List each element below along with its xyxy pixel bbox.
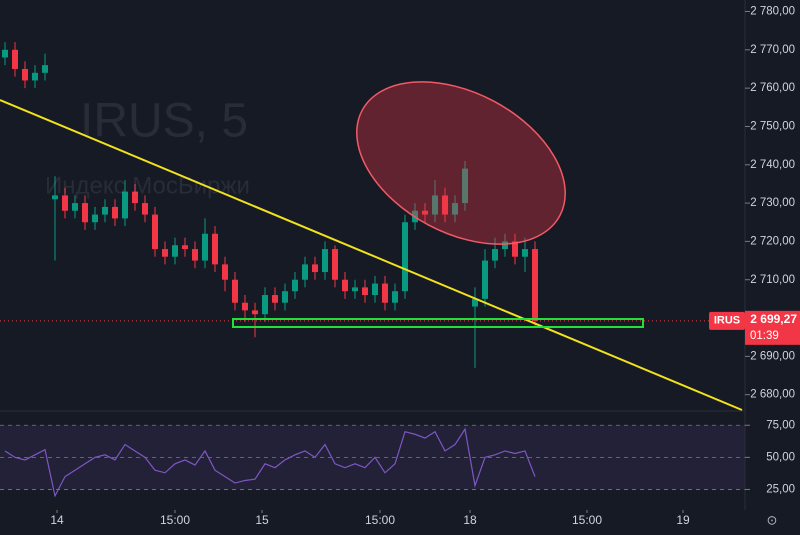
candle-body xyxy=(62,195,68,211)
candle-body xyxy=(502,241,508,250)
settings-icon[interactable]: ⊙ xyxy=(767,512,778,527)
highlight-ellipse xyxy=(356,81,566,245)
candle-body xyxy=(42,65,48,73)
countdown-label: 01:39 xyxy=(750,330,779,342)
y-tick-label: 2 780,00 xyxy=(750,6,795,18)
x-tick-label: 15:00 xyxy=(365,513,395,527)
candle-body xyxy=(272,295,278,303)
candle-body xyxy=(432,195,438,215)
watermark-name: Индекс МосБиржи xyxy=(45,172,250,199)
candle-body xyxy=(72,203,78,211)
candle-body xyxy=(482,260,488,299)
candle-body xyxy=(92,214,98,223)
x-tick-label: 15 xyxy=(255,513,269,527)
candle-body xyxy=(222,264,228,280)
candle-body xyxy=(102,206,108,215)
x-tick-label: 19 xyxy=(676,513,690,527)
candle-body xyxy=(32,72,38,81)
candle-body xyxy=(132,191,138,204)
candle-body xyxy=(352,287,358,292)
x-tick-label: 14 xyxy=(50,513,64,527)
candle-body xyxy=(232,279,238,303)
watermark-symbol: IRUS, 5 xyxy=(80,95,248,148)
y-tick-label: 50,00 xyxy=(766,451,795,463)
candle-body xyxy=(52,195,58,200)
candle-body xyxy=(282,291,288,303)
y-tick-label: 75,00 xyxy=(766,419,795,431)
candle-body xyxy=(2,49,8,58)
candle-body xyxy=(192,249,198,261)
candle-body xyxy=(332,249,338,280)
candle-body xyxy=(142,203,148,215)
candle-body xyxy=(122,191,128,219)
candle-body xyxy=(472,298,478,307)
y-tick-label: 25,00 xyxy=(766,483,795,495)
x-tick-label: 15:00 xyxy=(572,513,602,527)
candle-body xyxy=(112,206,118,219)
candle-body xyxy=(492,249,498,261)
candle-body xyxy=(212,233,218,265)
x-tick-label: 18 xyxy=(463,513,477,527)
candle-body xyxy=(392,291,398,303)
candle-body xyxy=(172,245,178,257)
last-price-label: 2 699,27 xyxy=(750,312,797,326)
trend-line xyxy=(0,99,743,411)
candle-body xyxy=(262,295,268,315)
rsi-band xyxy=(0,425,745,490)
y-tick-label: 2 750,00 xyxy=(750,120,795,132)
symbol-tag-label: IRUS xyxy=(714,315,740,327)
x-tick-label: 15:00 xyxy=(160,513,190,527)
y-tick-label: 2 690,00 xyxy=(750,350,795,362)
candle-body xyxy=(532,249,538,321)
candle-body xyxy=(22,68,28,81)
candle-body xyxy=(452,203,458,215)
candle-body xyxy=(252,310,258,315)
candle-body xyxy=(12,49,18,69)
candle-body xyxy=(462,168,468,204)
candle-body xyxy=(402,222,408,292)
candle-body xyxy=(242,302,248,311)
candle-body xyxy=(342,279,348,292)
candle-body xyxy=(362,287,368,296)
y-tick-label: 2 730,00 xyxy=(750,197,795,209)
symbol-tag xyxy=(709,311,745,330)
candle-body xyxy=(162,249,168,257)
candle-body xyxy=(182,245,188,250)
candle-body xyxy=(522,249,528,257)
candle-body xyxy=(422,210,428,215)
y-tick-label: 2 740,00 xyxy=(750,159,795,171)
candle-body xyxy=(302,264,308,280)
y-tick-label: 2 680,00 xyxy=(750,389,795,401)
candle-body xyxy=(312,264,318,273)
candle-body xyxy=(372,283,378,296)
candle-body xyxy=(202,233,208,261)
last-price-tag xyxy=(745,310,800,345)
support-zone xyxy=(232,318,644,328)
candle-body xyxy=(322,249,328,273)
rsi-line xyxy=(4,427,536,498)
y-tick-label: 2 770,00 xyxy=(750,44,795,56)
candle-body xyxy=(382,283,388,303)
y-tick-label: 2 720,00 xyxy=(750,235,795,247)
candle-body xyxy=(512,241,518,257)
plot xyxy=(0,42,745,498)
candle-body xyxy=(292,279,298,292)
candle-body xyxy=(82,203,88,223)
y-tick-label: 2 760,00 xyxy=(750,82,795,94)
candle-body xyxy=(152,214,158,250)
y-tick-label: 2 710,00 xyxy=(750,274,795,286)
candle-body xyxy=(442,195,448,215)
